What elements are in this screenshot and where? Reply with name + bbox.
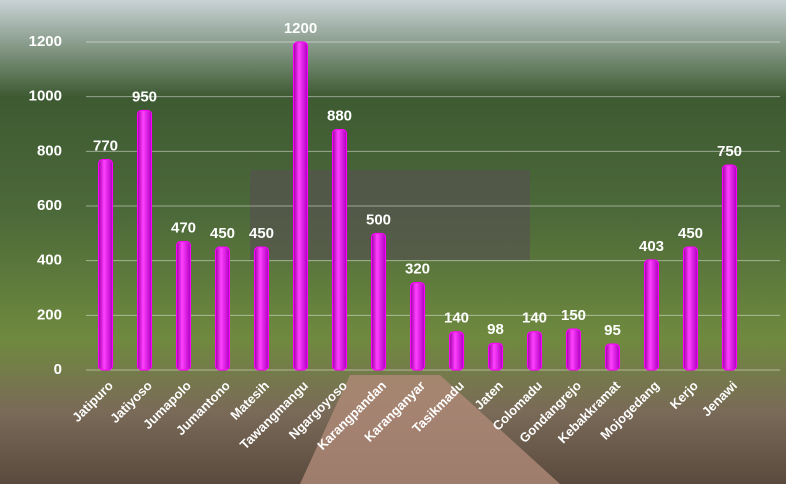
bar — [683, 246, 698, 371]
bar — [371, 232, 386, 371]
value-label: 450 — [678, 225, 703, 242]
y-tick-label: 600 — [37, 197, 62, 214]
bar — [488, 342, 503, 371]
value-label: 750 — [717, 143, 742, 160]
bar — [215, 246, 230, 371]
value-label: 403 — [639, 238, 664, 255]
value-label: 880 — [327, 107, 352, 124]
value-label: 1200 — [284, 20, 317, 37]
value-label: 470 — [171, 220, 196, 237]
value-label: 450 — [249, 225, 274, 242]
bar — [176, 241, 191, 371]
bar — [722, 164, 737, 371]
value-label: 450 — [210, 225, 235, 242]
value-label: 95 — [604, 322, 621, 339]
y-tick-label: 200 — [37, 306, 62, 323]
bar — [410, 282, 425, 371]
value-label: 140 — [522, 310, 547, 327]
y-tick-label: 0 — [54, 361, 62, 378]
value-label: 770 — [93, 138, 118, 155]
bar — [527, 331, 542, 371]
value-label: 150 — [561, 307, 586, 324]
value-label: 500 — [366, 211, 391, 228]
y-tick-label: 800 — [37, 142, 62, 159]
y-tick-label: 1000 — [29, 88, 62, 105]
bar — [566, 328, 581, 371]
path — [300, 375, 560, 484]
bar — [449, 331, 464, 371]
value-label: 950 — [132, 88, 157, 105]
value-label: 320 — [405, 261, 430, 278]
value-label: 98 — [487, 321, 504, 338]
bar — [293, 41, 308, 371]
bar — [98, 159, 113, 371]
value-label: 140 — [444, 310, 469, 327]
y-tick-label: 1200 — [29, 33, 62, 50]
bar — [332, 128, 347, 371]
bar — [605, 343, 620, 371]
bar — [254, 246, 269, 371]
y-tick-label: 400 — [37, 252, 62, 269]
bar — [137, 109, 152, 371]
bar — [644, 259, 659, 371]
